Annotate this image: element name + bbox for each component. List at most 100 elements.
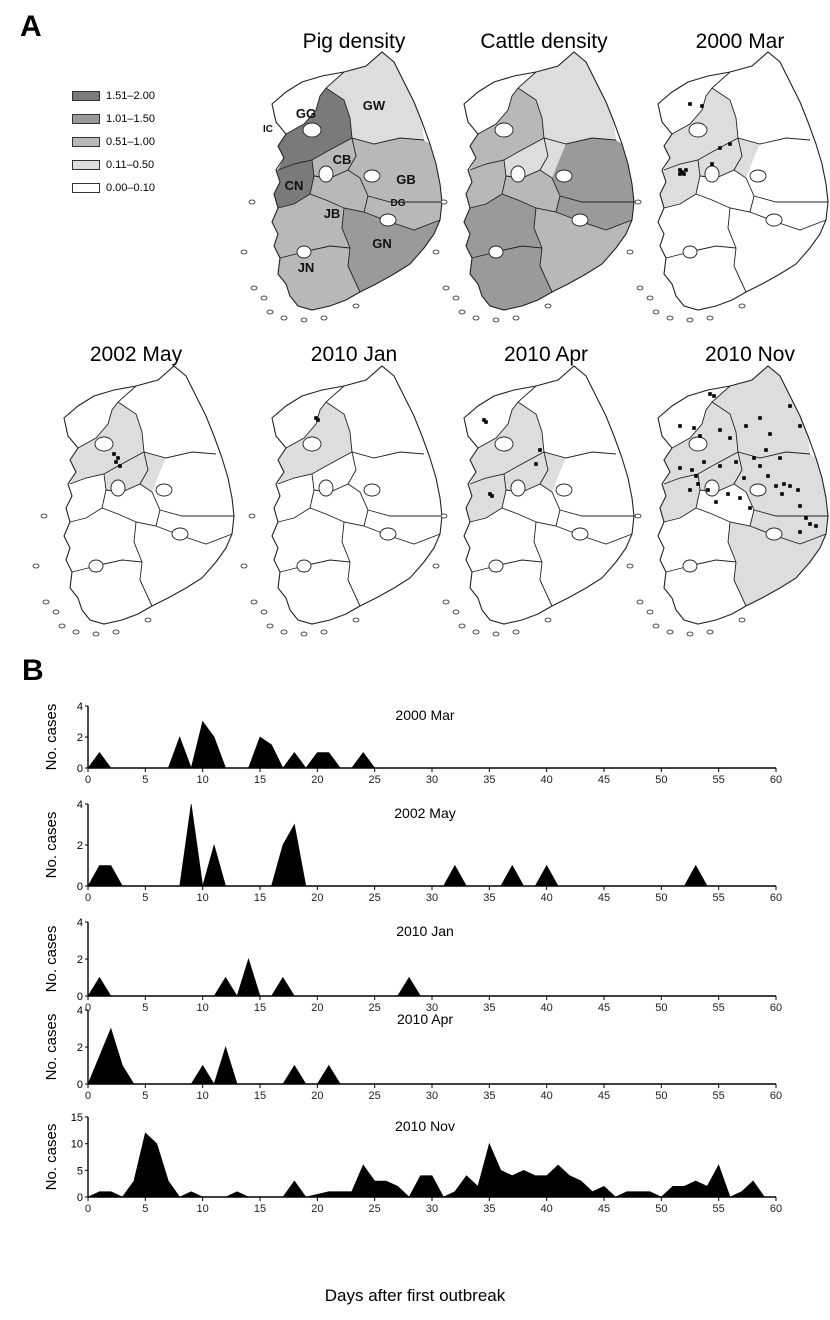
- region-gb: [360, 138, 442, 230]
- x-tick-label: 15: [254, 892, 266, 904]
- region-cn: [466, 160, 506, 208]
- outbreak-dot: [688, 488, 692, 492]
- outbreak-dot: [714, 500, 718, 504]
- y-tick-label: 10: [71, 1139, 83, 1151]
- island: [432, 563, 440, 569]
- map-title-2010-nov: 2010 Nov: [705, 343, 795, 366]
- map-title-2010-apr: 2010 Apr: [503, 343, 589, 366]
- outbreak-dot: [688, 102, 692, 106]
- province-border: [347, 483, 369, 527]
- case-area-series: [87, 1132, 776, 1198]
- case-area-series: [87, 957, 776, 997]
- coastline: [63, 365, 235, 625]
- island: [646, 295, 654, 301]
- island: [300, 631, 308, 637]
- region-gb: [552, 138, 634, 230]
- island: [666, 315, 674, 321]
- city-area: [296, 559, 312, 573]
- case-area-series: [87, 720, 776, 770]
- city-area: [765, 213, 783, 227]
- island: [626, 563, 634, 569]
- x-tick-label: 55: [713, 1002, 725, 1014]
- y-tick-label: 5: [77, 1165, 83, 1177]
- province-border: [477, 71, 537, 135]
- outbreak-dot: [482, 418, 486, 422]
- y-tick-label: 0: [77, 1192, 83, 1204]
- island: [666, 629, 674, 635]
- x-tick-label: 20: [311, 1203, 323, 1215]
- region-gb: [746, 138, 828, 230]
- series-label: 2010 Jan: [396, 923, 454, 939]
- province-border: [367, 195, 442, 203]
- outbreak-dot: [774, 484, 778, 488]
- outbreak-dot: [682, 172, 686, 176]
- island: [452, 609, 460, 615]
- x-tick-label: 40: [541, 1203, 553, 1215]
- island: [442, 599, 450, 605]
- province-border: [517, 87, 545, 139]
- island: [240, 563, 248, 569]
- korea-map: [432, 365, 635, 637]
- province-border: [279, 245, 351, 259]
- region-jn: [464, 194, 552, 310]
- city-area: [88, 559, 104, 573]
- city-area: [379, 213, 397, 227]
- x-tick-label: 25: [369, 1090, 381, 1102]
- city-area: [749, 483, 767, 497]
- outbreak-dot: [488, 492, 492, 496]
- city-area: [110, 479, 126, 497]
- city-area: [318, 479, 334, 497]
- korea-map: [626, 51, 829, 323]
- outbreak-dot: [788, 404, 792, 408]
- region-gn: [728, 208, 826, 292]
- case-area-series: [87, 1027, 776, 1085]
- korea-map: [432, 51, 635, 323]
- island: [652, 623, 660, 629]
- province-border: [139, 483, 161, 527]
- outbreak-dot: [700, 104, 704, 108]
- series-label: 2002 May: [394, 805, 455, 821]
- city-area: [318, 165, 334, 183]
- outbreak-dot: [534, 462, 538, 466]
- province-border: [711, 87, 739, 139]
- province-border: [347, 169, 369, 213]
- island: [280, 315, 288, 321]
- x-tick-label: 55: [713, 1090, 725, 1102]
- x-tick-label: 10: [197, 1002, 209, 1014]
- x-tick-label: 15: [254, 1002, 266, 1014]
- x-tick-label: 25: [369, 892, 381, 904]
- province-border: [69, 451, 217, 485]
- x-tick-label: 60: [770, 1002, 782, 1014]
- x-tick-label: 40: [541, 892, 553, 904]
- x-tick-label: 5: [142, 1002, 148, 1014]
- province-border: [471, 559, 543, 573]
- outbreak-dot: [798, 530, 802, 534]
- x-tick-label: 0: [85, 1203, 91, 1215]
- island: [72, 629, 80, 635]
- city-area: [510, 165, 526, 183]
- x-tick-label: 45: [598, 774, 610, 786]
- korea-map: GG GW CN CB GB JB GN JN IC DG: [240, 51, 443, 323]
- outbreak-dot: [758, 416, 762, 420]
- province-border: [539, 483, 561, 527]
- x-tick-label: 5: [142, 774, 148, 786]
- map-title-2010-jan: 2010 Jan: [310, 343, 398, 366]
- outbreak-dot: [484, 420, 488, 424]
- outbreak-dot: [798, 424, 802, 428]
- region-jn: [658, 508, 746, 624]
- x-tick-label: 45: [598, 1203, 610, 1215]
- x-tick-label: 45: [598, 1090, 610, 1102]
- x-tick-label: 25: [369, 774, 381, 786]
- region-jn: [658, 194, 746, 310]
- island: [452, 295, 460, 301]
- y-tick-label: 4: [77, 1005, 83, 1017]
- island: [260, 295, 268, 301]
- y-tick-label: 0: [77, 991, 83, 1003]
- region-label-gw: GW: [363, 98, 386, 113]
- x-tick-label: 60: [770, 1090, 782, 1102]
- island: [544, 303, 552, 309]
- city-area: [379, 527, 397, 541]
- y-tick-label: 15: [71, 1112, 83, 1124]
- map-title-cattle-density: Cattle density: [480, 30, 608, 53]
